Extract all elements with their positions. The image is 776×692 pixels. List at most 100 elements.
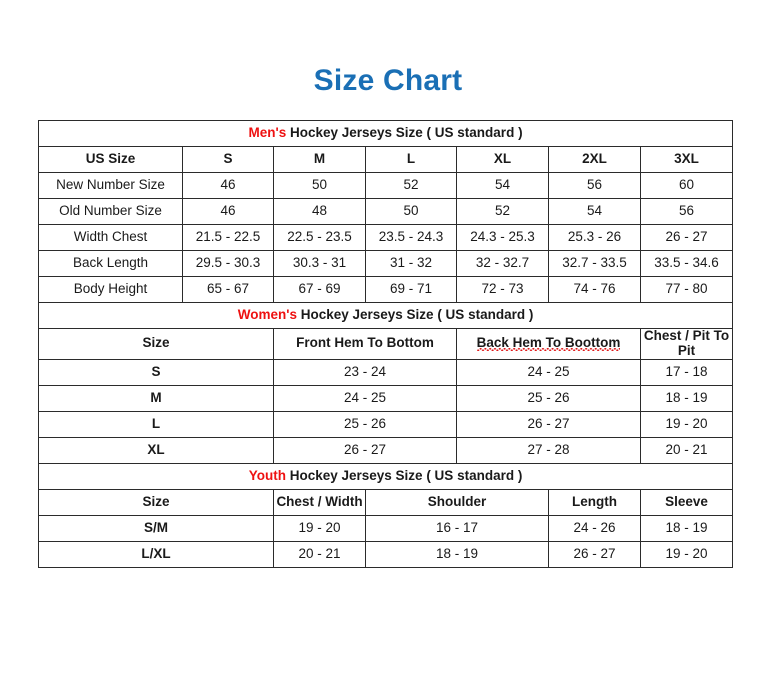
page-title: Size Chart <box>313 64 463 97</box>
table-row: Width Chest 21.5 - 22.5 22.5 - 23.5 23.5 - … <box>38 224 734 251</box>
cell-mens-3-3: 32 - 32.7 <box>456 250 549 277</box>
table-row: M 24 - 25 25 - 26 18 - 19 <box>38 384 734 412</box>
cell-mens-3-0: 29.5 - 30.3 <box>182 250 274 277</box>
section-banner-womens: Women's Hockey Jerseys Size ( US standar… <box>37 302 734 329</box>
cell-mens-4-5: 77 - 80 <box>639 276 734 303</box>
table-row: New Number Size 46 50 52 54 56 60 <box>38 172 734 199</box>
misspelled-word: Back Hem To Boottom <box>476 334 621 351</box>
cell-youth-0-2: 24 - 26 <box>548 514 641 542</box>
cell-mens-0-2: 52 <box>365 172 457 199</box>
row-label-mens-4: Body Height <box>38 276 183 303</box>
section-banner-row: Men's Hockey Jerseys Size ( US standard … <box>37 120 734 147</box>
cell-mens-3-4: 32.7 - 33.5 <box>548 250 641 277</box>
row-label-mens-1: Old Number Size <box>38 198 183 225</box>
cell-youth-0-0: 19 - 20 <box>273 514 366 542</box>
cell-mens-1-0: 46 <box>182 198 274 225</box>
cell-mens-1-5: 56 <box>639 198 734 225</box>
section-banner-mens: Men's Hockey Jerseys Size ( US standard … <box>37 120 734 147</box>
cell-mens-2-4: 25.3 - 26 <box>548 224 641 251</box>
cell-womens-3-2: 20 - 21 <box>639 436 734 464</box>
table-row: S/M 19 - 20 16 - 17 24 - 26 18 - 19 <box>38 514 734 542</box>
cell-womens-2-0: 25 - 26 <box>273 410 457 438</box>
cell-mens-2-0: 21.5 - 22.5 <box>182 224 274 251</box>
cell-mens-0-4: 56 <box>548 172 641 199</box>
cell-womens-0-0: 23 - 24 <box>273 358 457 386</box>
cell-womens-0-2: 17 - 18 <box>639 358 734 386</box>
row-label-womens-2: L <box>38 410 274 438</box>
cell-womens-0-1: 24 - 25 <box>456 358 641 386</box>
cell-mens-0-3: 54 <box>456 172 549 199</box>
row-label-womens-0: S <box>38 358 274 386</box>
cell-youth-1-2: 26 - 27 <box>548 540 641 568</box>
column-header-womens-1: Front Hem To Bottom <box>273 328 457 360</box>
column-header-row: US Size S M L XL 2XL 3XL <box>38 146 734 173</box>
section-banner-accent: Women's <box>237 307 297 323</box>
column-header-youth-2: Shoulder <box>365 488 549 516</box>
cell-youth-1-1: 18 - 19 <box>365 540 549 568</box>
cell-youth-1-0: 20 - 21 <box>273 540 366 568</box>
cell-mens-0-5: 60 <box>639 172 734 199</box>
table-row: XL 26 - 27 27 - 28 20 - 21 <box>38 436 734 464</box>
cell-mens-1-4: 54 <box>548 198 641 225</box>
cell-mens-2-1: 22.5 - 23.5 <box>273 224 366 251</box>
cell-mens-3-5: 33.5 - 34.6 <box>639 250 734 277</box>
column-header-mens-2: M <box>273 146 366 173</box>
cell-mens-4-4: 74 - 76 <box>548 276 641 303</box>
cell-mens-2-5: 26 - 27 <box>639 224 734 251</box>
section-banner-rest: Hockey Jerseys Size ( US standard ) <box>286 125 523 141</box>
column-header-mens-4: XL <box>456 146 549 173</box>
column-header-mens-3: L <box>365 146 457 173</box>
section-banner-rest: Hockey Jerseys Size ( US standard ) <box>285 467 523 483</box>
row-label-mens-0: New Number Size <box>38 172 183 199</box>
cell-womens-1-0: 24 - 25 <box>273 384 457 412</box>
row-label-youth-0: S/M <box>38 514 274 542</box>
cell-mens-3-1: 30.3 - 31 <box>273 250 366 277</box>
size-chart-table: Men's Hockey Jerseys Size ( US standard … <box>37 120 734 568</box>
cell-youth-0-3: 18 - 19 <box>639 514 734 542</box>
cell-womens-3-0: 26 - 27 <box>273 436 457 464</box>
cell-mens-4-1: 67 - 69 <box>273 276 366 303</box>
column-header-youth-4: Sleeve <box>639 488 734 516</box>
section-banner-accent: Youth <box>248 467 286 483</box>
column-header-youth-1: Chest / Width <box>273 488 366 516</box>
cell-mens-4-0: 65 - 67 <box>182 276 274 303</box>
cell-mens-1-2: 50 <box>365 198 457 225</box>
size-chart-tables: Men's Hockey Jerseys Size ( US standard … <box>37 120 734 568</box>
column-header-youth-0: Size <box>38 488 274 516</box>
section-banner-row: Women's Hockey Jerseys Size ( US standar… <box>37 302 734 329</box>
cell-mens-2-3: 24.3 - 25.3 <box>456 224 549 251</box>
section-banner-accent: Men's <box>248 125 287 141</box>
row-label-youth-1: L/XL <box>38 540 274 568</box>
column-header-mens-1: S <box>182 146 274 173</box>
section-banner-rest: Hockey Jerseys Size ( US standard ) <box>296 307 534 323</box>
section-banner-row: Youth Hockey Jerseys Size ( US standard … <box>37 462 734 490</box>
cell-womens-1-1: 25 - 26 <box>456 384 641 412</box>
column-header-row: Size Front Hem To Bottom Back Hem To Boott… <box>38 328 734 360</box>
column-header-mens-5: 2XL <box>548 146 641 173</box>
row-label-mens-2: Width Chest <box>38 224 183 251</box>
cell-womens-3-1: 27 - 28 <box>456 436 641 464</box>
table-row: Old Number Size 46 48 50 52 54 56 <box>38 198 734 225</box>
row-label-mens-3: Back Length <box>38 250 183 277</box>
cell-mens-2-2: 23.5 - 24.3 <box>365 224 457 251</box>
cell-youth-1-3: 19 - 20 <box>639 540 734 568</box>
cell-mens-4-3: 72 - 73 <box>456 276 549 303</box>
table-row: L/XL 20 - 21 18 - 19 26 - 27 19 - 20 <box>38 540 734 568</box>
cell-mens-1-1: 48 <box>273 198 366 225</box>
cell-womens-2-2: 19 - 20 <box>639 410 734 438</box>
table-row: L 25 - 26 26 - 27 19 - 20 <box>38 410 734 438</box>
cell-mens-3-2: 31 - 32 <box>365 250 457 277</box>
column-header-womens-2: Back Hem To Boottom <box>456 328 641 360</box>
cell-mens-1-3: 52 <box>456 198 549 225</box>
cell-mens-0-0: 46 <box>182 172 274 199</box>
cell-mens-4-2: 69 - 71 <box>365 276 457 303</box>
table-row: Back Length 29.5 - 30.3 30.3 - 31 31 - 32 32… <box>38 250 734 277</box>
column-header-mens-6: 3XL <box>639 146 734 173</box>
table-row: Body Height 65 - 67 67 - 69 69 - 71 72 - 73 7… <box>38 276 734 303</box>
column-header-youth-3: Length <box>548 488 641 516</box>
column-header-mens-0: US Size <box>38 146 183 173</box>
table-row: S 23 - 24 24 - 25 17 - 18 <box>38 358 734 386</box>
cell-youth-0-1: 16 - 17 <box>365 514 549 542</box>
row-label-womens-1: M <box>38 384 274 412</box>
